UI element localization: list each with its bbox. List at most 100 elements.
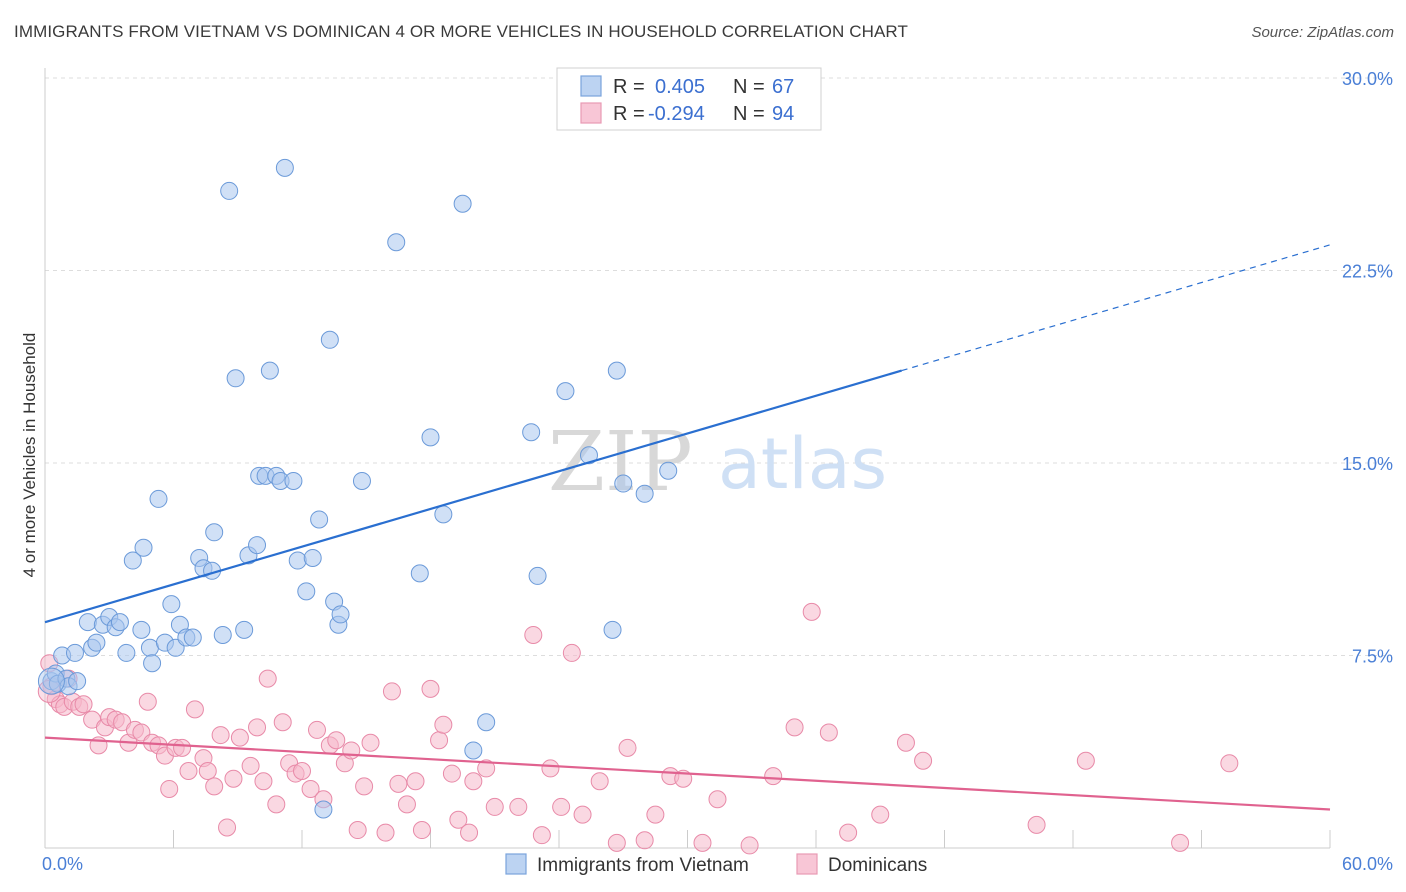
vietnam-point-66 bbox=[603, 620, 622, 639]
vietnam-point-62 bbox=[522, 423, 541, 442]
legend-n-value-1: 67 bbox=[772, 76, 794, 98]
dominican-points bbox=[37, 602, 1239, 855]
vietnam-point-50 bbox=[320, 330, 339, 349]
legend-n-label-1: N = bbox=[733, 76, 765, 98]
dominican-point-8 bbox=[74, 695, 93, 714]
source-label: Source: ZipAtlas.com bbox=[1251, 24, 1394, 41]
vietnam-point-14 bbox=[110, 613, 129, 632]
dominican-point-95 bbox=[1220, 754, 1239, 773]
dominican-point-38 bbox=[267, 795, 286, 814]
vietnam-point-54 bbox=[352, 471, 371, 490]
x-tick-label-0: 0.0% bbox=[42, 854, 83, 874]
dominican-point-35 bbox=[248, 718, 267, 737]
dominican-point-85 bbox=[764, 767, 783, 786]
dominican-point-28 bbox=[198, 762, 217, 780]
vietnam-cluster-point bbox=[37, 667, 65, 695]
dominican-point-52 bbox=[361, 733, 380, 752]
dominican-point-87 bbox=[802, 602, 821, 621]
y-tick-label-1: 15.0% bbox=[1342, 454, 1393, 474]
vietnam-point-18 bbox=[134, 538, 153, 557]
x-tick-labels: 0.0% 60.0% bbox=[42, 854, 1393, 874]
dominican-point-53 bbox=[376, 823, 395, 842]
dominican-point-49 bbox=[342, 741, 361, 760]
dominican-point-63 bbox=[449, 810, 468, 829]
grid-lines bbox=[45, 77, 1392, 656]
legend-n-value-2: 94 bbox=[772, 103, 794, 125]
dominican-point-36 bbox=[254, 772, 273, 791]
dominican-point-31 bbox=[218, 818, 237, 837]
legend-swatch-vietnam bbox=[580, 75, 602, 97]
vietnam-point-63 bbox=[528, 566, 547, 585]
dominican-point-94 bbox=[1076, 751, 1095, 770]
dominican-point-59 bbox=[421, 679, 440, 698]
dominican-point-84 bbox=[740, 836, 759, 855]
vietnam-point-48 bbox=[310, 510, 329, 529]
dominican-point-43 bbox=[301, 779, 320, 798]
vietnam-point-69 bbox=[635, 484, 654, 503]
y-axis-title: 4 or more Vehicles in Household bbox=[20, 333, 39, 578]
dominican-point-70 bbox=[532, 826, 551, 845]
vietnam-point-6 bbox=[65, 643, 84, 662]
vietnam-point-33 bbox=[220, 181, 239, 200]
vietnam-point-45 bbox=[288, 551, 307, 570]
dominican-trend-line bbox=[44, 736, 1331, 811]
dominican-point-72 bbox=[552, 797, 571, 816]
dominican-point-89 bbox=[839, 823, 858, 842]
vietnam-point-57 bbox=[421, 428, 440, 447]
y-tick-label-3: 30.0% bbox=[1342, 69, 1393, 89]
bottom-legend-vietnam: Immigrants from Vietnam bbox=[537, 855, 749, 876]
dominican-point-42 bbox=[293, 762, 311, 780]
dominican-point-75 bbox=[590, 772, 609, 791]
dominican-point-58 bbox=[412, 821, 431, 840]
dominican-point-60 bbox=[430, 731, 449, 750]
vietnam-point-16 bbox=[123, 551, 142, 570]
vietnam-point-40 bbox=[260, 361, 279, 380]
bottom-swatch-vietnam bbox=[505, 853, 527, 875]
y-tick-label-2: 22.5% bbox=[1342, 262, 1393, 282]
dominican-point-55 bbox=[389, 774, 408, 793]
vietnam-point-21 bbox=[149, 489, 168, 508]
x-tick-label-1: 60.0% bbox=[1342, 854, 1393, 874]
vietnam-point-55 bbox=[387, 233, 406, 252]
vietnam-point-32 bbox=[213, 625, 232, 644]
dominican-point-82 bbox=[693, 833, 712, 852]
dominican-point-37 bbox=[258, 669, 277, 688]
dominican-point-44 bbox=[307, 720, 326, 739]
legend-n-label-2: N = bbox=[733, 103, 765, 125]
vietnam-point-23 bbox=[162, 595, 181, 614]
vietnam-point-60 bbox=[464, 741, 483, 760]
vietnam-trend-line bbox=[44, 369, 902, 624]
legend-r-label-1: R = bbox=[613, 76, 645, 98]
dominican-point-25 bbox=[179, 762, 198, 780]
dominican-point-54 bbox=[382, 682, 401, 701]
dominican-point-51 bbox=[355, 777, 374, 796]
dominican-point-71 bbox=[541, 759, 560, 778]
legend-r-value-1: 0.405 bbox=[655, 76, 705, 98]
dominican-point-61 bbox=[434, 715, 453, 734]
vietnam-point-70 bbox=[659, 461, 678, 480]
dominican-point-22 bbox=[160, 779, 179, 798]
dominican-point-26 bbox=[185, 700, 204, 719]
dominican-point-47 bbox=[327, 731, 346, 750]
dominican-point-76 bbox=[607, 833, 626, 852]
watermark-atlas: atlas bbox=[718, 423, 887, 505]
dominican-point-78 bbox=[635, 831, 654, 850]
axes bbox=[44, 68, 1331, 849]
dominican-point-29 bbox=[205, 777, 224, 796]
vietnam-trend-extension bbox=[901, 244, 1331, 372]
legend-swatch-dominican bbox=[580, 102, 602, 124]
correlation-legend: R = 0.405 N = 67 R = -0.294 N = 94 bbox=[556, 67, 822, 131]
y-tick-labels: 7.5% 15.0% 22.5% 30.0% bbox=[1342, 69, 1393, 667]
vietnam-point-20 bbox=[143, 654, 162, 673]
vietnam-point-37 bbox=[248, 536, 267, 555]
dominican-point-67 bbox=[485, 797, 504, 816]
vietnam-point-43 bbox=[275, 158, 294, 177]
dominican-point-34 bbox=[241, 756, 260, 775]
vietnam-points bbox=[37, 158, 678, 819]
dominican-point-57 bbox=[406, 772, 425, 791]
dominican-point-62 bbox=[442, 764, 461, 783]
dominican-point-18 bbox=[138, 692, 157, 711]
vietnam-point-58 bbox=[434, 505, 453, 524]
y-tick-label-0: 7.5% bbox=[1352, 647, 1393, 667]
